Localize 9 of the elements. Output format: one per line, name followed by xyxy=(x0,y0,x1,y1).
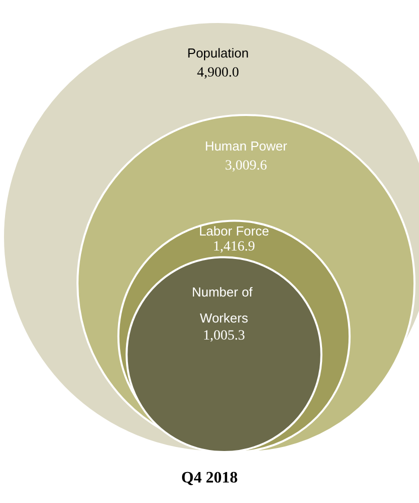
text: Q4 2018 xyxy=(181,470,238,486)
category-label: Labor Force xyxy=(198,223,270,238)
data-label: 4,900.0 xyxy=(197,66,239,80)
category-label: Number of Workers xyxy=(192,284,256,326)
data-label: 3,009.6 xyxy=(225,158,267,174)
category-label: Population xyxy=(187,46,249,60)
data-label: 1,416.9 xyxy=(213,239,255,254)
data-label: 1,005.3 xyxy=(203,328,245,344)
category-label: Human Power xyxy=(204,138,288,154)
